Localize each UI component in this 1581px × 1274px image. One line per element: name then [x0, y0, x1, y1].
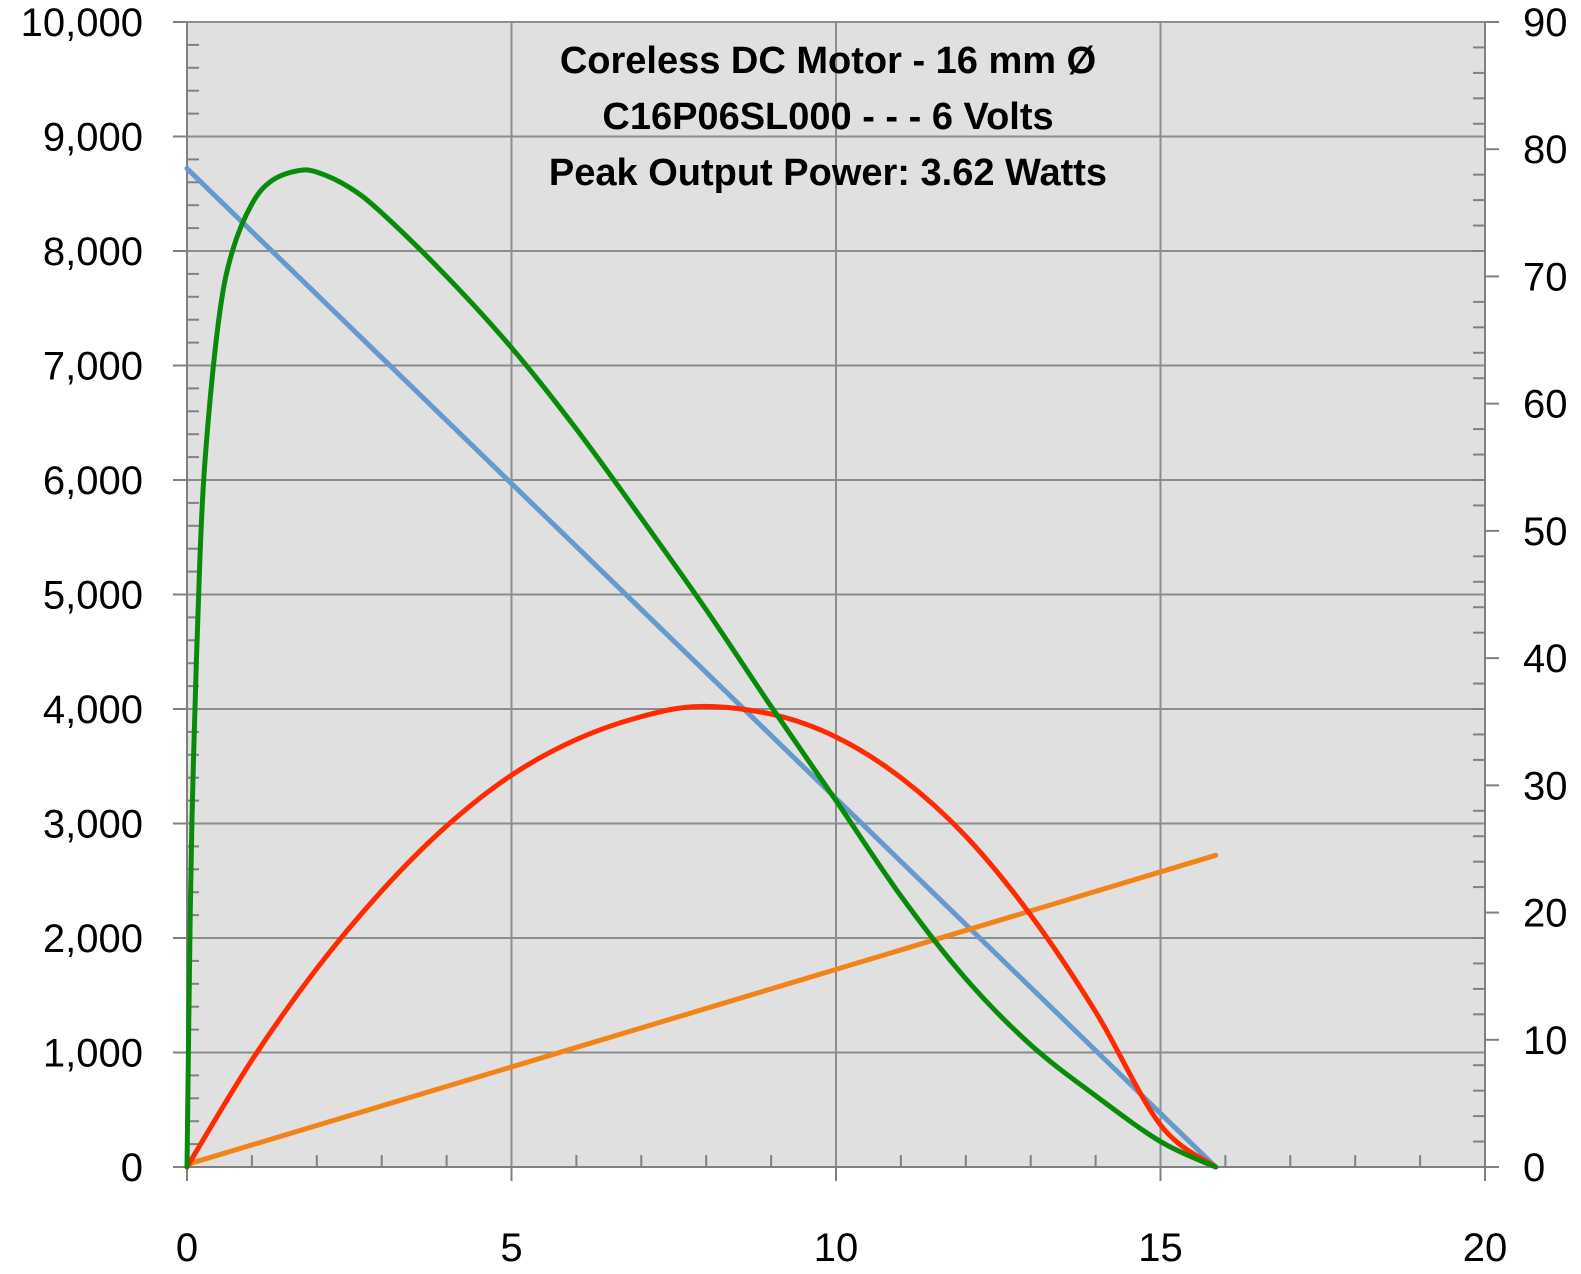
y-tick-label: 2,000 — [43, 917, 143, 961]
grid — [186, 21, 1486, 1168]
x-tick-label: 0 — [176, 1226, 198, 1270]
series-line-2 — [184, 852, 1219, 1167]
y2-tick-label: 10 — [1523, 1019, 1568, 1063]
y-tick-label: 8,000 — [43, 230, 143, 274]
y-tick-label: 1,000 — [43, 1032, 143, 1076]
chart-title: Coreless DC Motor - 16 mm Ø C16P06SL000 … — [549, 40, 1107, 194]
y-tick-label: 4,000 — [43, 688, 143, 732]
series — [184, 166, 1219, 1170]
y2-tick-label: 90 — [1523, 1, 1568, 45]
y-tick-label: 3,000 — [43, 803, 143, 847]
y2-tick-label: 30 — [1523, 764, 1568, 808]
y2-tick-label: 0 — [1523, 1146, 1545, 1190]
series-line-1 — [184, 166, 1219, 1170]
x-tick-label: 10 — [814, 1226, 859, 1270]
y-tick-label: 5,000 — [43, 574, 143, 618]
y2-tick-label: 70 — [1523, 255, 1568, 299]
y-tick-label: 7,000 — [43, 345, 143, 389]
series-line-4 — [184, 167, 1219, 1170]
y2-tick-label: 60 — [1523, 383, 1568, 427]
y2-tick-label: 20 — [1523, 892, 1568, 936]
y2-tick-label: 80 — [1523, 128, 1568, 172]
y-tick-label: 6,000 — [43, 459, 143, 503]
x-tick-label: 15 — [1138, 1226, 1183, 1270]
series-line-3 — [184, 703, 1219, 1170]
y-tick-label: 0 — [121, 1146, 143, 1190]
chart-title-line-2: C16P06SL000 - - - 6 Volts — [602, 96, 1053, 138]
y-tick-label: 9,000 — [43, 116, 143, 160]
x-tick-label: 20 — [1463, 1226, 1508, 1270]
y2-tick-label: 40 — [1523, 637, 1568, 681]
chart-title-line-1: Coreless DC Motor - 16 mm Ø — [560, 40, 1096, 82]
y-tick-label: 10,000 — [21, 1, 143, 45]
x-tick-label: 5 — [500, 1226, 522, 1270]
chart-title-line-3: Peak Output Power: 3.62 Watts — [549, 152, 1107, 194]
y2-tick-label: 50 — [1523, 510, 1568, 554]
tick-labels: 0 1,000 2,000 3,000 4,000 5,000 6,000 7,000 8,00… — [21, 1, 1568, 1270]
